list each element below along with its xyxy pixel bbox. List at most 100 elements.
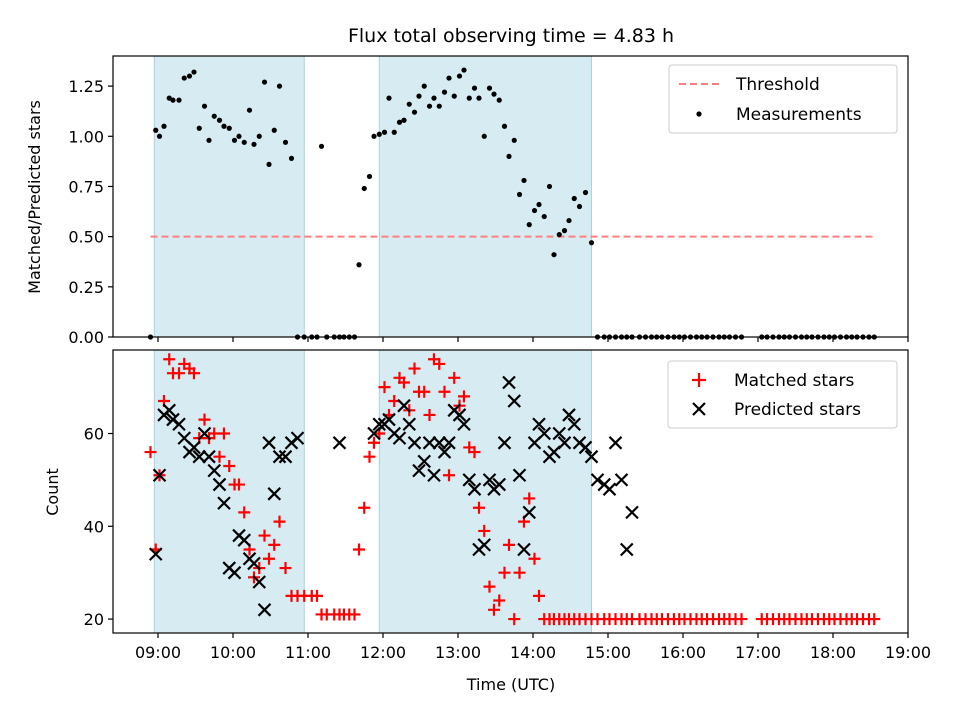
data-point-0-0-62: [466, 95, 472, 101]
y-tick-label-0-5: 1.25: [68, 77, 104, 96]
data-point-0-0-33: [318, 143, 325, 149]
y-tick-label-1-1: 40: [84, 517, 104, 536]
data-point-1-1-78: [614, 473, 629, 487]
data-point-0-0-49: [401, 117, 407, 123]
data-point-0-0-78: [546, 183, 553, 190]
data-point-0-0-12: [206, 137, 212, 143]
data-point-1-1-3: [162, 403, 177, 418]
data-point-0-0-59: [451, 93, 457, 99]
axes-frame-0: [112, 55, 909, 338]
data-point-1-1-73: [584, 449, 599, 464]
data-point-1-0-56: [433, 357, 446, 370]
data-point-1-1-79: [619, 542, 634, 557]
y-axis-label-bottom: Count: [43, 468, 62, 516]
y-tick-label-0-4: 1.00: [68, 127, 104, 146]
data-point-1-0-67: [488, 603, 500, 616]
data-point-0-0-7: [181, 75, 187, 81]
data-point-1-1-1: [152, 468, 167, 483]
data-point-1-0-25: [268, 538, 281, 551]
data-point-1-1-77: [608, 436, 623, 450]
data-point-1-1-35: [392, 431, 407, 445]
data-point-0-0-41: [361, 185, 367, 192]
data-point-1-0-14: [213, 450, 226, 463]
data-point-1-1-72: [578, 440, 593, 455]
data-point-0-0-86: [588, 240, 595, 246]
data-point-1-1-12: [207, 463, 222, 478]
data-point-0-0-40: [356, 262, 362, 268]
data-point-0-0-47: [391, 129, 397, 135]
data-point-0-0-57: [441, 89, 448, 95]
legend-matched-label: Matched stars: [734, 371, 854, 391]
data-point-1-0-51: [408, 362, 421, 375]
data-point-0-0-82: [566, 217, 572, 224]
data-point-0-0-18: [236, 133, 242, 139]
data-point-1-1-67: [552, 426, 567, 441]
x-tick-label-6: 15:00: [585, 643, 631, 662]
data-point-0-0-52: [416, 93, 422, 99]
data-point-0-0-77: [541, 213, 547, 220]
data-point-0-0-66: [486, 85, 493, 91]
y-tick-label-0-2: 0.50: [68, 228, 104, 247]
data-point-1-0-32: [311, 589, 323, 602]
x-tick-label-4: 13:00: [435, 643, 481, 662]
data-point-1-0-64: [473, 501, 485, 514]
data-point-0-0-48: [396, 119, 403, 125]
data-point-1-0-24: [263, 552, 275, 565]
data-point-1-0-65: [478, 524, 491, 537]
data-point-1-0-58: [443, 469, 455, 482]
data-point-0-0-53: [421, 83, 427, 89]
data-point-1-0-133: [868, 613, 881, 626]
data-point-1-0-70: [503, 538, 515, 551]
data-point-0-0-58: [446, 75, 452, 81]
data-point-1-0-39: [348, 608, 361, 621]
star-count-panel: 20 40 60 09:00 10:00 11:00 12:00 13:00 14:00 15:0…: [43, 349, 931, 694]
data-point-1-0-40: [353, 543, 365, 556]
legend-bottom: Matched stars Predicted stars: [667, 360, 898, 429]
data-point-0-0-16: [226, 125, 232, 131]
x-axis-label: Time (UTC): [466, 675, 555, 694]
data-point-1-1-28: [290, 431, 305, 445]
data-point-1-1-61: [522, 505, 537, 520]
data-point-0-0-63: [471, 85, 478, 91]
data-point-0-0-13: [211, 113, 217, 119]
data-point-0-0-26: [276, 83, 283, 89]
data-point-0-0-45: [381, 129, 388, 135]
data-point-1-0-74: [523, 492, 536, 505]
data-point-0-0-70: [506, 153, 512, 159]
data-point-1-1-52: [477, 538, 492, 552]
data-point-0-0-64: [476, 95, 482, 101]
data-point-0-0-67: [491, 91, 497, 97]
data-point-0-0-14: [216, 117, 223, 123]
data-point-0-0-60: [456, 73, 463, 79]
data-point-1-1-58: [507, 394, 522, 408]
data-point-0-0-1: [153, 127, 159, 133]
data-point-0-0-28: [288, 155, 295, 161]
data-point-1-0-112: [735, 613, 748, 626]
data-point-1-1-0: [148, 547, 163, 561]
data-point-1-1-13: [212, 477, 227, 492]
legend-predicted-swatch: [692, 402, 706, 416]
data-point-1-1-42: [427, 468, 441, 483]
data-point-1-1-45: [442, 436, 456, 450]
data-point-1-0-76: [533, 589, 545, 602]
legend-matched-swatch: [692, 373, 706, 387]
data-point-1-1-10: [197, 426, 212, 441]
data-point-1-1-26: [278, 449, 293, 464]
observing-interval-1-1: [378, 349, 592, 634]
data-point-0-0-83: [571, 195, 577, 202]
data-point-1-1-11: [202, 449, 216, 464]
data-point-1-1-18: [237, 533, 252, 547]
data-point-1-1-41: [422, 436, 437, 450]
data-point-1-0-19: [238, 506, 251, 519]
data-point-1-1-40: [417, 454, 432, 469]
y-tick-label-1-2: 60: [84, 425, 104, 444]
data-point-0-0-21: [251, 141, 257, 147]
data-point-0-0-61: [461, 67, 467, 73]
data-point-1-0-41: [358, 501, 371, 514]
data-point-0-0-76: [536, 201, 542, 208]
y-axis-label-top: Matched/Predicted stars: [25, 100, 44, 294]
data-point-1-1-33: [382, 412, 396, 427]
data-point-0-0-54: [426, 103, 433, 109]
data-point-1-0-49: [398, 376, 410, 389]
data-point-1-1-60: [517, 542, 531, 557]
